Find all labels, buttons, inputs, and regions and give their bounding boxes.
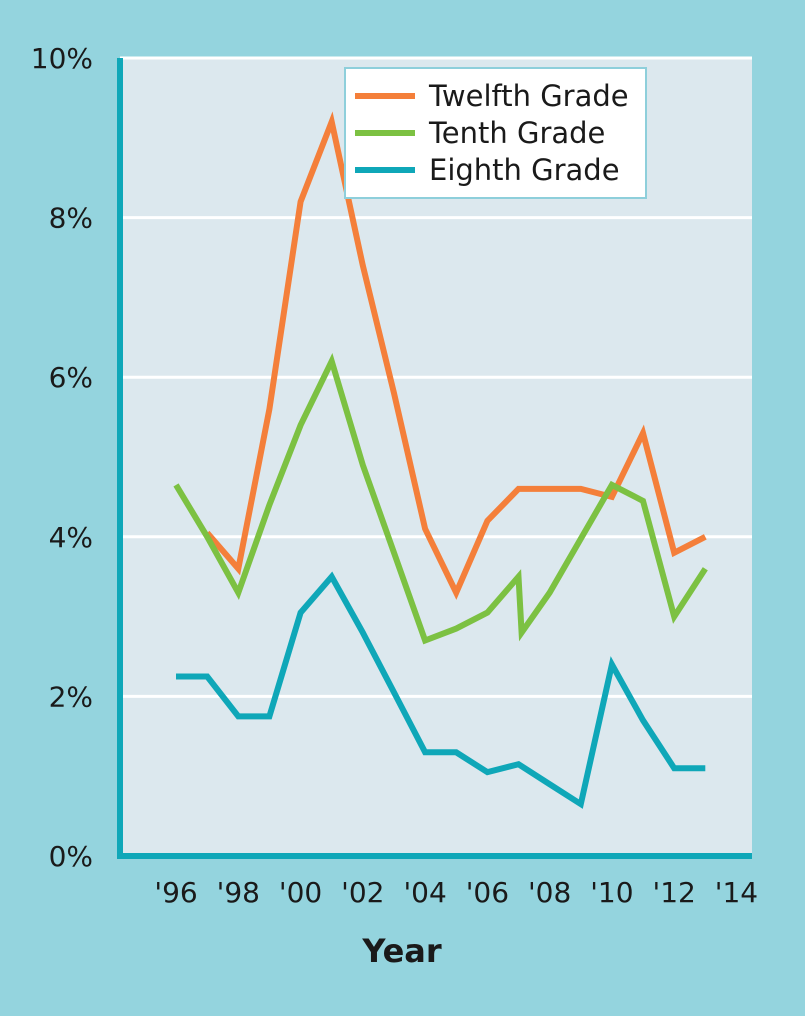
x-tick-label: '06 bbox=[466, 876, 509, 909]
legend-label: Tenth Grade bbox=[428, 116, 605, 150]
y-tick-label: 8% bbox=[49, 202, 93, 235]
x-tick-label: '04 bbox=[403, 876, 446, 909]
x-tick-label: '00 bbox=[279, 876, 322, 909]
legend-label: Twelfth Grade bbox=[428, 79, 629, 113]
legend-label: Eighth Grade bbox=[429, 153, 620, 187]
x-axis-title: Year bbox=[361, 932, 442, 970]
series-line-tenth-grade bbox=[173, 352, 708, 645]
x-tick-label: '10 bbox=[590, 876, 633, 909]
x-tick-label: '02 bbox=[341, 876, 384, 909]
x-tick-label: '12 bbox=[653, 876, 696, 909]
x-tick-label: '14 bbox=[715, 876, 758, 909]
y-tick-label: 6% bbox=[49, 361, 93, 394]
y-tick-label: 4% bbox=[49, 521, 93, 554]
y-tick-label: 10% bbox=[31, 42, 93, 75]
x-tick-label: '08 bbox=[528, 876, 571, 909]
series-line-twelfth-grade bbox=[204, 111, 707, 600]
y-tick-label: 0% bbox=[49, 840, 93, 873]
x-tick-label: '96 bbox=[154, 876, 197, 909]
y-tick-label: 2% bbox=[49, 680, 93, 713]
series-line-eighth-grade bbox=[176, 571, 706, 809]
x-tick-label: '98 bbox=[217, 876, 260, 909]
